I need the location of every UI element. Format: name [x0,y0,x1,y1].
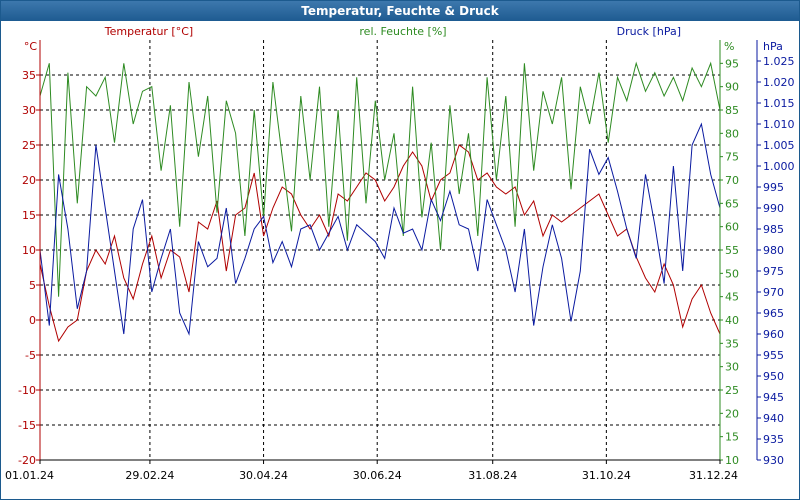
pressure-tick-label: 990 [763,202,784,215]
temperature-axis-title: Temperatur [°C] [104,25,193,38]
pressure-tick-label: 1.015 [763,97,795,110]
temperature-tick-label: 25 [22,139,36,152]
pressure-tick-label: 1.025 [763,55,795,68]
pressure-tick-label: 960 [763,328,784,341]
humidity-tick-label: 95 [725,57,739,70]
x-tick-label: 31.08.24 [468,469,517,482]
humidity-unit: % [724,40,734,53]
x-tick-label: 29.02.24 [125,469,174,482]
temperature-tick-label: -10 [18,384,36,397]
pressure-tick-label: 995 [763,181,784,194]
series-line-temperature [39,144,721,343]
humidity-tick-label: 15 [725,431,739,444]
humidity-tick-label: 45 [725,291,739,304]
temperature-tick-label: 15 [22,209,36,222]
humidity-tick-label: 40 [725,314,739,327]
pressure-tick-label: 985 [763,223,784,236]
humidity-tick-label: 55 [725,244,739,257]
humidity-tick-label: 70 [725,174,739,187]
pressure-tick-label: 930 [763,454,784,467]
chart-title: Temperatur, Feuchte & Druck [1,1,799,21]
humidity-tick-label: 25 [725,384,739,397]
temperature-tick-label: -20 [18,454,36,467]
temperature-tick-label: 35 [22,69,36,82]
temperature-tick-label: 30 [22,104,36,117]
humidity-tick-label: 65 [725,197,739,210]
x-tick-label: 30.06.24 [353,469,402,482]
pressure-tick-label: 1.010 [763,118,795,131]
pressure-tick-label: 965 [763,307,784,320]
pressure-tick-label: 950 [763,370,784,383]
series-line-pressure [39,122,721,336]
pressure-axis-title: Druck [hPa] [617,25,681,38]
x-tick-label: 31.12.24 [689,469,738,482]
pressure-tick-label: 980 [763,244,784,257]
temperature-unit: °C [24,40,38,53]
series-line-humidity [39,61,721,297]
x-tick-label: 30.04.24 [239,469,288,482]
pressure-tick-label: 955 [763,349,784,362]
humidity-tick-label: 75 [725,151,739,164]
humidity-tick-label: 35 [725,337,739,350]
pressure-tick-label: 1.005 [763,139,795,152]
humidity-tick-label: 50 [725,267,739,280]
pressure-tick-label: 970 [763,286,784,299]
humidity-tick-label: 20 [725,407,739,420]
humidity-tick-label: 85 [725,104,739,117]
humidity-tick-label: 60 [725,221,739,234]
pressure-tick-label: 975 [763,265,784,278]
pressure-tick-label: 1.020 [763,76,795,89]
humidity-axis-title: rel. Feuchte [%] [359,25,446,38]
temperature-tick-label: -15 [18,419,36,432]
pressure-tick-label: 1.000 [763,160,795,173]
temperature-tick-label: -5 [25,349,36,362]
pressure-tick-label: 935 [763,433,784,446]
humidity-tick-label: 10 [725,454,739,467]
temperature-tick-label: 0 [29,314,36,327]
humidity-tick-label: 80 [725,127,739,140]
x-tick-label: 01.01.24 [5,469,54,482]
temperature-tick-label: 10 [22,244,36,257]
pressure-tick-label: 940 [763,412,784,425]
temperature-tick-label: 20 [22,174,36,187]
humidity-tick-label: 90 [725,81,739,94]
pressure-unit: hPa [763,40,783,53]
temperature-tick-label: 5 [29,279,36,292]
pressure-tick-label: 945 [763,391,784,404]
humidity-tick-label: 30 [725,361,739,374]
x-tick-label: 31.10.24 [582,469,631,482]
